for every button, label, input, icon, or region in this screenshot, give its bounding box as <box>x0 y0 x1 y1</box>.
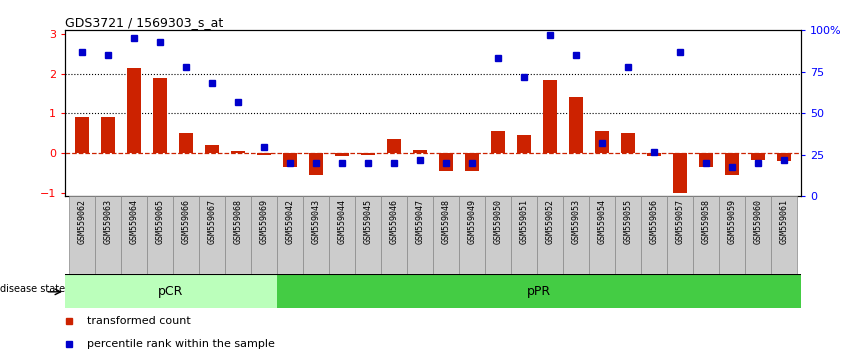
Text: GSM559068: GSM559068 <box>234 199 242 244</box>
Text: GSM559063: GSM559063 <box>103 199 113 244</box>
Bar <box>517 135 531 153</box>
Bar <box>65 274 277 308</box>
Bar <box>178 133 193 153</box>
Bar <box>173 196 199 274</box>
Text: disease state: disease state <box>0 285 65 295</box>
Bar <box>751 153 766 160</box>
Bar <box>673 153 688 193</box>
Bar <box>355 196 381 274</box>
Bar <box>777 153 792 161</box>
Bar <box>719 196 745 274</box>
Text: percentile rank within the sample: percentile rank within the sample <box>87 339 275 349</box>
Bar <box>257 153 271 155</box>
Bar <box>230 151 245 153</box>
Bar <box>74 117 89 153</box>
Bar <box>100 117 115 153</box>
Bar <box>745 196 771 274</box>
Text: GSM559048: GSM559048 <box>442 199 450 244</box>
Bar <box>641 196 667 274</box>
Text: GSM559060: GSM559060 <box>753 199 763 244</box>
Bar <box>413 150 427 153</box>
Bar <box>277 274 801 308</box>
Bar <box>69 196 95 274</box>
Text: GSM559046: GSM559046 <box>390 199 398 244</box>
Text: GSM559062: GSM559062 <box>77 199 87 244</box>
Bar <box>126 68 141 153</box>
Text: GSM559069: GSM559069 <box>260 199 268 244</box>
Text: GSM559043: GSM559043 <box>312 199 320 244</box>
Bar <box>647 153 662 156</box>
Text: GSM559053: GSM559053 <box>572 199 580 244</box>
Bar <box>771 196 797 274</box>
Text: pPR: pPR <box>527 285 551 298</box>
Bar <box>589 196 615 274</box>
Bar <box>309 153 323 175</box>
Bar <box>381 196 407 274</box>
Bar <box>204 145 219 153</box>
Text: GSM559061: GSM559061 <box>779 199 789 244</box>
Text: GSM559052: GSM559052 <box>546 199 554 244</box>
Text: GSM559056: GSM559056 <box>650 199 658 244</box>
Text: GSM559067: GSM559067 <box>208 199 216 244</box>
Text: GSM559059: GSM559059 <box>727 199 737 244</box>
Text: GSM559045: GSM559045 <box>364 199 372 244</box>
Bar <box>667 196 693 274</box>
Text: GSM559047: GSM559047 <box>416 199 424 244</box>
Text: GSM559049: GSM559049 <box>468 199 476 244</box>
Bar <box>537 196 563 274</box>
Text: GSM559065: GSM559065 <box>155 199 165 244</box>
Bar <box>563 196 589 274</box>
Bar <box>225 196 251 274</box>
Text: GSM559066: GSM559066 <box>181 199 191 244</box>
Bar <box>569 97 583 153</box>
Bar <box>147 196 173 274</box>
Text: GSM559064: GSM559064 <box>129 199 139 244</box>
Bar <box>387 139 401 153</box>
Bar <box>485 196 511 274</box>
Text: transformed count: transformed count <box>87 316 191 326</box>
Bar <box>361 153 375 155</box>
Bar <box>693 196 719 274</box>
Bar <box>699 153 714 167</box>
Text: GSM559042: GSM559042 <box>286 199 294 244</box>
Text: GSM559044: GSM559044 <box>338 199 346 244</box>
Bar <box>459 196 485 274</box>
Text: GSM559057: GSM559057 <box>675 199 685 244</box>
Bar <box>407 196 433 274</box>
Text: GSM559055: GSM559055 <box>624 199 632 244</box>
Bar <box>335 153 349 156</box>
Bar <box>615 196 641 274</box>
Bar <box>152 78 167 153</box>
Bar <box>199 196 225 274</box>
Bar <box>491 131 505 153</box>
Bar <box>621 133 636 153</box>
Bar <box>277 196 303 274</box>
Bar <box>251 196 277 274</box>
Text: GSM559050: GSM559050 <box>494 199 502 244</box>
Text: GSM559054: GSM559054 <box>598 199 606 244</box>
Bar <box>595 131 609 153</box>
Text: GDS3721 / 1569303_s_at: GDS3721 / 1569303_s_at <box>65 16 223 29</box>
Bar <box>95 196 121 274</box>
Bar <box>283 153 297 167</box>
Bar <box>433 196 459 274</box>
Text: GSM559058: GSM559058 <box>701 199 711 244</box>
Bar <box>511 196 537 274</box>
Bar <box>439 153 453 171</box>
Bar <box>121 196 147 274</box>
Text: pCR: pCR <box>158 285 184 298</box>
Bar <box>543 80 557 153</box>
Bar <box>465 153 479 171</box>
Bar <box>303 196 329 274</box>
Bar <box>725 153 740 175</box>
Text: GSM559051: GSM559051 <box>520 199 528 244</box>
Bar <box>329 196 355 274</box>
